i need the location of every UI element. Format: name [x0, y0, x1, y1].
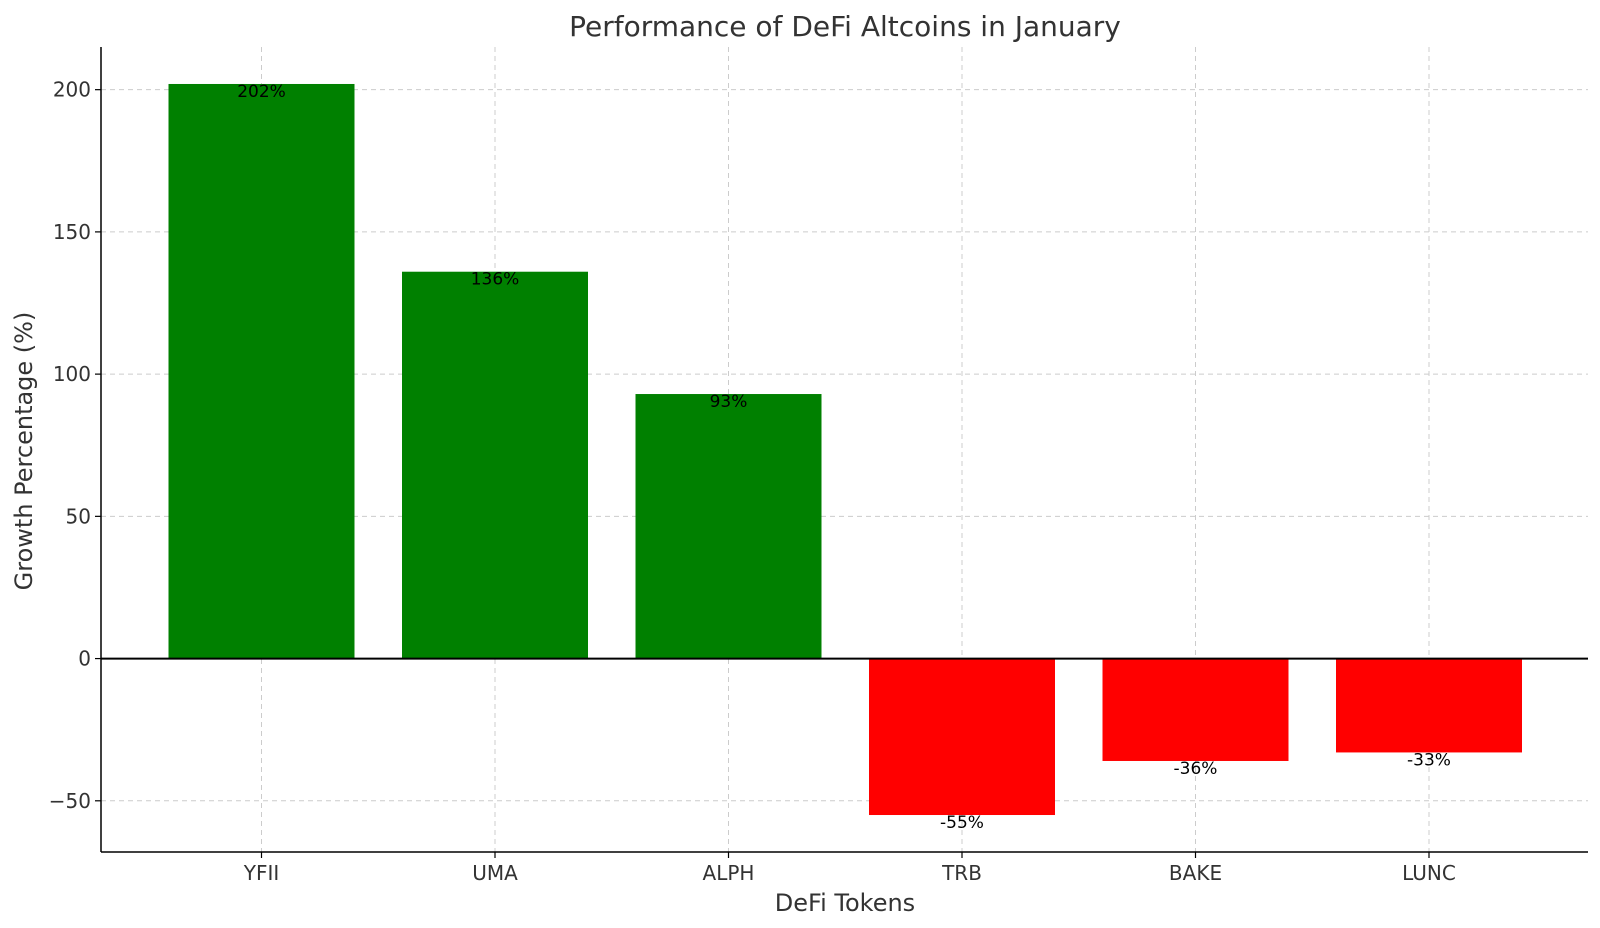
data-label-bake: -36% — [1174, 759, 1218, 779]
y-tick-label: 0 — [78, 647, 91, 671]
bar-uma — [402, 271, 588, 659]
y-tick-label: 100 — [53, 362, 91, 386]
y-axis-label: Growth Percentage (%) — [10, 312, 38, 591]
data-labels-layer: 202% 136% 93% -55% -36% -33% — [237, 82, 1451, 833]
data-label-uma: 136% — [471, 270, 520, 290]
bar-yfii — [168, 83, 355, 659]
axes-layer — [100, 47, 1588, 853]
bars-layer — [168, 83, 1522, 816]
x-tick-label-alph: ALPH — [703, 861, 755, 885]
x-axis-label: DeFi Tokens — [775, 889, 915, 917]
y-tick-label: 50 — [66, 504, 91, 528]
data-label-lunc: -33% — [1407, 750, 1451, 770]
x-tick-label-uma: UMA — [472, 861, 518, 885]
chart-title: Performance of DeFi Altcoins in January — [569, 10, 1121, 43]
data-label-yfii: 202% — [237, 82, 286, 102]
y-tick-label: 200 — [53, 78, 91, 102]
data-label-trb: -55% — [940, 813, 984, 833]
x-tick-label-trb: TRB — [941, 861, 982, 885]
data-label-alph: 93% — [710, 392, 748, 412]
bar-alph — [635, 394, 822, 659]
ticks-layer: −50 0 50 100 150 200 YFII UMA ALPH TRB BAKE LUNC — [49, 78, 1456, 885]
x-tick-label-yfii: YFII — [243, 861, 280, 885]
x-tick-label-lunc: LUNC — [1402, 861, 1456, 885]
bar-lunc — [1336, 658, 1522, 753]
bar-trb — [869, 658, 1055, 816]
bar-bake — [1102, 658, 1289, 761]
y-tick-label: 150 — [53, 220, 91, 244]
x-tick-label-bake: BAKE — [1169, 861, 1222, 885]
y-tick-label: −50 — [49, 789, 91, 813]
